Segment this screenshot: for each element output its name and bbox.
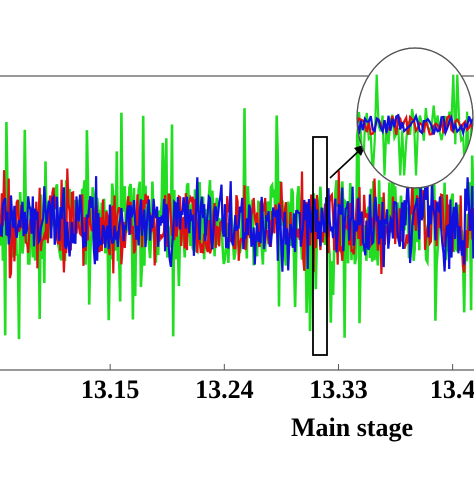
x-tick-label: 13.33 (309, 375, 368, 404)
series-group (0, 108, 474, 340)
zoom-window-box (312, 136, 328, 356)
inset-series-line-1 (357, 74, 473, 176)
x-tick-label: 13.24 (195, 375, 254, 404)
x-axis-label: Main stage (291, 413, 413, 442)
zoom-inset (357, 74, 473, 176)
inset-series-line-3 (357, 112, 473, 138)
x-axis: 13.15 13.24 13.33 13.4 (81, 364, 474, 404)
series-line-3 (0, 176, 474, 272)
zoom-inset-border (356, 47, 474, 189)
zoom-arrow-line (329, 147, 363, 179)
x-tick-label: 13.15 (81, 375, 140, 404)
x-tick-label: 13.4 (430, 375, 474, 404)
